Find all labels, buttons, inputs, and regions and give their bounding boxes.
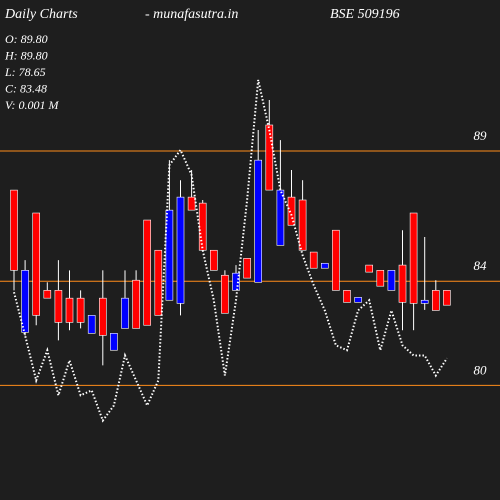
candle-body	[431, 290, 440, 311]
candle-body	[121, 297, 129, 329]
y-tick-label: 80	[474, 362, 488, 377]
y-tick-label: 89	[474, 128, 488, 143]
ohlc-info: C: 83.48	[5, 81, 47, 95]
candle-body	[154, 249, 163, 316]
candle-body	[176, 196, 185, 304]
candle-body	[132, 279, 140, 329]
candle-body	[65, 297, 74, 323]
candle-body	[376, 270, 385, 287]
candle-body	[343, 290, 351, 303]
candle-body	[387, 270, 396, 291]
candle-body	[10, 189, 18, 271]
candle-body	[210, 249, 218, 271]
symbol: BSE 509196	[330, 7, 400, 22]
chart-subtitle: - munafasutra.in	[145, 7, 238, 22]
candle-body	[43, 290, 52, 299]
candle-body	[32, 212, 41, 316]
candle-body	[187, 196, 196, 211]
indicator-line	[13, 79, 448, 423]
ohlc-info: V: 0.001 M	[5, 98, 60, 112]
candle-body	[320, 262, 329, 269]
candle-body	[87, 315, 96, 334]
candle-body	[409, 212, 418, 304]
candle-body	[110, 333, 118, 351]
ohlc-info: L: 78.65	[4, 65, 46, 79]
candle-body	[143, 219, 151, 326]
candle-body	[76, 297, 85, 323]
candle-body	[21, 270, 29, 333]
candle-body	[276, 189, 285, 246]
candle-body	[54, 290, 63, 323]
candle-body	[298, 199, 307, 251]
candle-body	[309, 251, 318, 269]
candle-body	[332, 229, 340, 291]
candle-body	[165, 209, 174, 301]
candle-body	[99, 297, 107, 336]
candle-body	[398, 264, 407, 303]
candle-body	[221, 274, 229, 314]
ohlc-info: H: 89.80	[4, 48, 48, 62]
candle-body	[365, 264, 374, 273]
candle-body	[443, 290, 451, 306]
ohlc-info: O: 89.80	[5, 32, 48, 46]
candle-body	[420, 299, 429, 304]
candle-body	[198, 202, 207, 251]
candle-body	[354, 297, 362, 303]
chart-title: Daily Charts	[4, 7, 78, 22]
candle-body	[287, 196, 296, 226]
candle-body	[265, 124, 274, 191]
y-tick-label: 84	[474, 258, 488, 273]
candle-body	[232, 272, 240, 291]
candle-body	[243, 258, 251, 279]
candle-body	[254, 159, 262, 283]
